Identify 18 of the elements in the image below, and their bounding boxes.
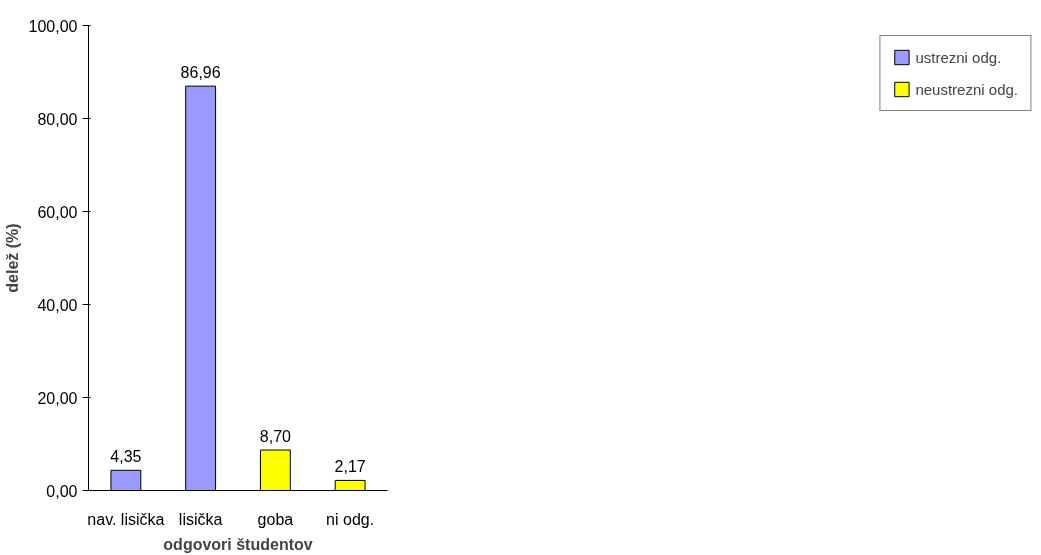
legend-label: neustrezni odg. (915, 80, 1018, 98)
data-label: 86,96 (180, 64, 221, 82)
x-axis-title: odgovori študentov (163, 535, 313, 553)
y-tick-label: 20,00 (37, 389, 78, 407)
y-tick-label: 80,00 (37, 110, 78, 128)
y-tick-label: 60,00 (37, 203, 78, 221)
y-tick-label: 0,00 (46, 482, 78, 500)
data-label: 8,70 (259, 428, 292, 446)
data-label: 2,17 (334, 458, 366, 476)
legend-label: ustrezni odg. (915, 48, 1002, 66)
x-tick-label: goba (257, 510, 294, 528)
y-tick-label: 40,00 (37, 296, 78, 314)
y-tick-label: 100,00 (28, 17, 78, 35)
x-tick-label: ni odg. (326, 510, 375, 528)
data-label: 4,35 (110, 448, 142, 466)
x-tick-label: lisička (178, 510, 223, 528)
y-axis-title: delež (%) (3, 223, 21, 293)
x-tick-label: nav. lisička (87, 510, 165, 528)
